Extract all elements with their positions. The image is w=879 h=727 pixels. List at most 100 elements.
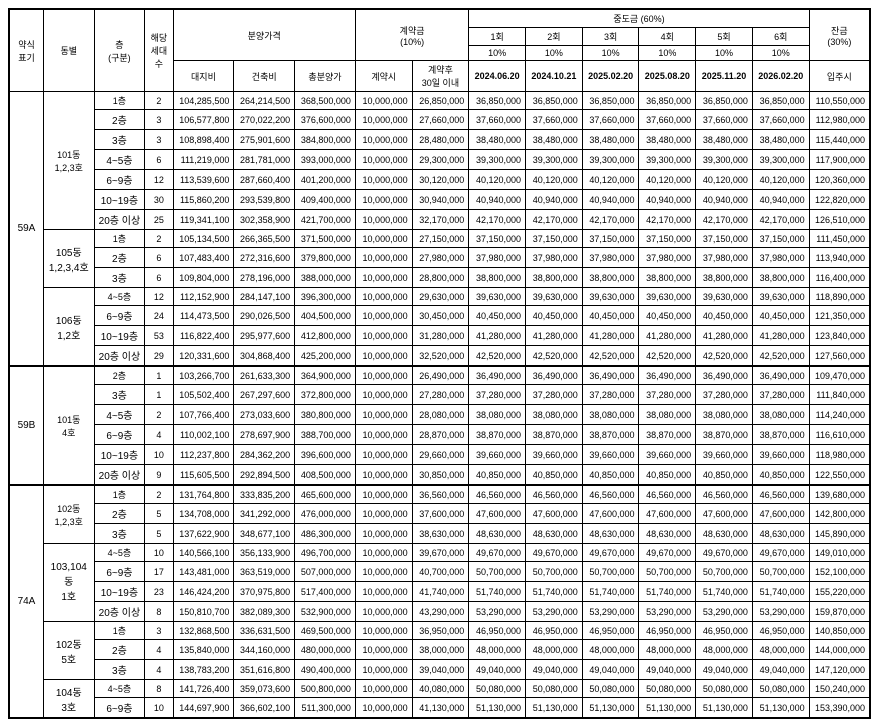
cell-intermediate: 39,660,000 [469, 445, 526, 465]
cell-c2: 29,660,000 [412, 445, 469, 465]
cell-intermediate: 46,950,000 [469, 622, 526, 640]
cell-intermediate: 48,630,000 [469, 524, 526, 544]
cell-balance: 140,850,000 [809, 622, 870, 640]
table-row: 3층3108,898,400275,901,600384,800,00010,0… [9, 130, 870, 150]
cell-land: 143,481,000 [173, 562, 234, 582]
cell-intermediate: 37,980,000 [469, 248, 526, 268]
cell-const: 295,977,600 [234, 326, 295, 346]
cell-c1: 10,000,000 [355, 562, 412, 582]
table-row: 20층 이상8150,810,700382,089,300532,900,000… [9, 602, 870, 622]
table-row: 6~9층17143,481,000363,519,000507,000,0001… [9, 562, 870, 582]
cell-floor: 3층 [94, 660, 145, 680]
cell-intermediate: 39,300,000 [639, 150, 696, 170]
cell-intermediate: 51,130,000 [752, 698, 809, 719]
cell-hh: 4 [145, 660, 173, 680]
cell-const: 278,697,900 [234, 425, 295, 445]
cell-hh: 17 [145, 562, 173, 582]
cell-land: 137,622,900 [173, 524, 234, 544]
hdr-round-date: 2025.08.20 [639, 61, 696, 92]
cell-total: 412,800,000 [295, 326, 356, 346]
cell-c1: 10,000,000 [355, 326, 412, 346]
cell-intermediate: 47,600,000 [526, 504, 583, 524]
cell-hh: 9 [145, 465, 173, 486]
cell-intermediate: 39,300,000 [582, 150, 639, 170]
cell-intermediate: 42,170,000 [526, 210, 583, 230]
cell-c1: 10,000,000 [355, 306, 412, 326]
cell-c2: 27,150,000 [412, 230, 469, 248]
cell-intermediate: 40,120,000 [639, 170, 696, 190]
cell-intermediate: 53,290,000 [582, 602, 639, 622]
cell-land: 135,840,000 [173, 640, 234, 660]
cell-hh: 24 [145, 306, 173, 326]
cell-total: 511,300,000 [295, 698, 356, 719]
table-row: 6~9층4110,002,100278,697,900388,700,00010… [9, 425, 870, 445]
cell-intermediate: 39,300,000 [752, 150, 809, 170]
hdr-round-label: 5회 [696, 28, 753, 46]
cell-intermediate: 38,800,000 [582, 268, 639, 288]
cell-intermediate: 48,000,000 [582, 640, 639, 660]
cell-total: 517,400,000 [295, 582, 356, 602]
cell-c2: 40,080,000 [412, 680, 469, 698]
cell-land: 141,726,400 [173, 680, 234, 698]
cell-intermediate: 40,450,000 [752, 306, 809, 326]
cell-intermediate: 37,980,000 [582, 248, 639, 268]
cell-floor: 1층 [94, 485, 145, 504]
cell-balance: 118,980,000 [809, 445, 870, 465]
cell-type: 59B [9, 366, 43, 485]
cell-intermediate: 48,000,000 [639, 640, 696, 660]
table-row: 3층4138,783,200351,616,800490,400,00010,0… [9, 660, 870, 680]
table-row: 20층 이상9115,605,500292,894,500408,500,000… [9, 465, 870, 486]
cell-floor: 1층 [94, 92, 145, 110]
cell-hh: 2 [145, 405, 173, 425]
cell-intermediate: 42,520,000 [526, 346, 583, 367]
cell-intermediate: 49,670,000 [526, 544, 583, 562]
cell-total: 388,000,000 [295, 268, 356, 288]
cell-intermediate: 47,600,000 [696, 504, 753, 524]
cell-intermediate: 38,870,000 [696, 425, 753, 445]
cell-intermediate: 38,480,000 [752, 130, 809, 150]
cell-land: 105,134,500 [173, 230, 234, 248]
cell-hh: 3 [145, 130, 173, 150]
cell-const: 356,133,900 [234, 544, 295, 562]
cell-intermediate: 46,560,000 [696, 485, 753, 504]
cell-balance: 152,100,000 [809, 562, 870, 582]
hdr-round-label: 3회 [582, 28, 639, 46]
hdr-const: 건축비 [234, 61, 295, 92]
cell-intermediate: 50,700,000 [582, 562, 639, 582]
hdr-round-date: 2024.10.21 [526, 61, 583, 92]
hdr-atcontract: 계약시 [355, 61, 412, 92]
cell-intermediate: 37,150,000 [639, 230, 696, 248]
hdr-movein: 입주시 [809, 61, 870, 92]
hdr-round-pct: 10% [469, 46, 526, 61]
cell-intermediate: 53,290,000 [696, 602, 753, 622]
cell-land: 109,804,000 [173, 268, 234, 288]
hdr-round-pct: 10% [696, 46, 753, 61]
cell-land: 106,577,800 [173, 110, 234, 130]
cell-c1: 10,000,000 [355, 622, 412, 640]
cell-intermediate: 42,170,000 [752, 210, 809, 230]
cell-intermediate: 36,850,000 [752, 92, 809, 110]
cell-c2: 30,850,000 [412, 465, 469, 486]
cell-intermediate: 50,700,000 [639, 562, 696, 582]
cell-c1: 10,000,000 [355, 524, 412, 544]
cell-balance: 109,470,000 [809, 366, 870, 385]
cell-intermediate: 53,290,000 [639, 602, 696, 622]
cell-floor: 1층 [94, 230, 145, 248]
cell-const: 293,539,800 [234, 190, 295, 210]
cell-c2: 31,280,000 [412, 326, 469, 346]
cell-balance: 123,840,000 [809, 326, 870, 346]
cell-floor: 2층 [94, 248, 145, 268]
cell-hh: 3 [145, 622, 173, 640]
cell-intermediate: 48,000,000 [526, 640, 583, 660]
cell-c2: 32,170,000 [412, 210, 469, 230]
cell-hh: 29 [145, 346, 173, 367]
cell-hh: 10 [145, 544, 173, 562]
cell-intermediate: 50,080,000 [526, 680, 583, 698]
cell-total: 496,700,000 [295, 544, 356, 562]
cell-const: 302,358,900 [234, 210, 295, 230]
pricing-table: 약식 표기 동별 층 (구분) 해당 세대 수 분양가격 계약금 (10%) 중… [8, 8, 871, 719]
cell-intermediate: 37,660,000 [582, 110, 639, 130]
cell-dong: 102동 5호 [43, 622, 94, 680]
cell-c1: 10,000,000 [355, 405, 412, 425]
table-body: 59A101동 1,2,3호1층2104,285,500264,214,5003… [9, 92, 870, 719]
